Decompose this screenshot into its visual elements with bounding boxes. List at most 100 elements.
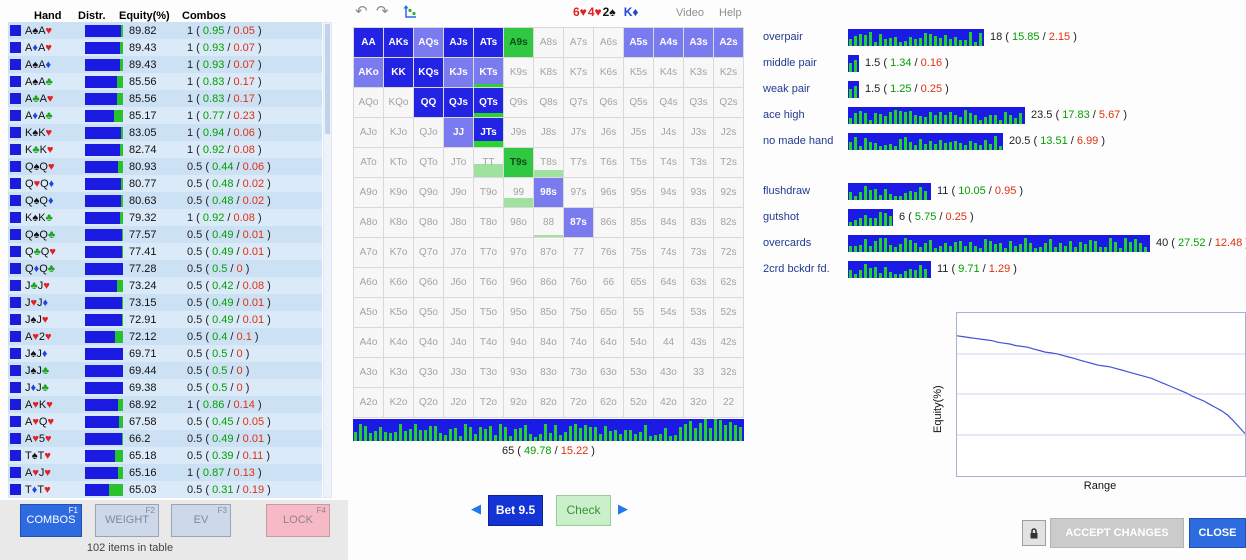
matrix-cell-T8o[interactable]: T8o — [474, 208, 503, 237]
matrix-cell-K2s[interactable]: K2s — [714, 58, 743, 87]
matrix-cell-54s[interactable]: 54s — [654, 298, 683, 327]
matrix-cell-AQo[interactable]: AQo — [354, 88, 383, 117]
matrix-cell-T9s[interactable]: T9s — [504, 148, 533, 177]
matrix-cell-ATs[interactable]: ATs — [474, 28, 503, 57]
close-button[interactable]: CLOSE — [1189, 518, 1246, 548]
matrix-cell-K4o[interactable]: K4o — [384, 328, 413, 357]
table-row[interactable]: K♠K♥ 83.05 1 ( 0.94 / 0.06 ) — [8, 124, 322, 141]
matrix-cell-J5o[interactable]: J5o — [444, 298, 473, 327]
matrix-cell-72o[interactable]: 72o — [564, 388, 593, 417]
matrix-cell-83o[interactable]: 83o — [534, 358, 563, 387]
table-row[interactable]: J♠J♣ 69.44 0.5 ( 0.5 / 0 ) — [8, 362, 322, 379]
matrix-cell-AJo[interactable]: AJo — [354, 118, 383, 147]
matrix-cell-T2o[interactable]: T2o — [474, 388, 503, 417]
matrix-cell-KQo[interactable]: KQo — [384, 88, 413, 117]
check-button[interactable]: Check — [556, 495, 611, 526]
ev-button[interactable]: EV F3 — [171, 504, 231, 537]
matrix-cell-Q9o[interactable]: Q9o — [414, 178, 443, 207]
matrix-cell-62o[interactable]: 62o — [594, 388, 623, 417]
matrix-cell-52s[interactable]: 52s — [714, 298, 743, 327]
board-card[interactable]: 4♥ — [587, 5, 602, 19]
matrix-cell-A7o[interactable]: A7o — [354, 238, 383, 267]
matrix-cell-J2o[interactable]: J2o — [444, 388, 473, 417]
matrix-cell-T9o[interactable]: T9o — [474, 178, 503, 207]
matrix-cell-A7s[interactable]: A7s — [564, 28, 593, 57]
matrix-cell-64o[interactable]: 64o — [594, 328, 623, 357]
matrix-cell-76o[interactable]: 76o — [564, 268, 593, 297]
matrix-cell-Q6s[interactable]: Q6s — [594, 88, 623, 117]
table-row[interactable]: A♥2♥ 72.12 0.5 ( 0.4 / 0.1 ) — [8, 328, 322, 345]
matrix-cell-KK[interactable]: KK — [384, 58, 413, 87]
matrix-cell-93s[interactable]: 93s — [684, 178, 713, 207]
matrix-cell-65s[interactable]: 65s — [624, 268, 653, 297]
matrix-cell-QTs[interactable]: QTs — [474, 88, 503, 117]
table-row[interactable]: K♠K♣ 79.32 1 ( 0.92 / 0.08 ) — [8, 209, 322, 226]
table-row[interactable]: Q♠Q♥ 80.93 0.5 ( 0.44 / 0.06 ) — [8, 158, 322, 175]
table-row[interactable]: Q♣Q♥ 77.41 0.5 ( 0.49 / 0.01 ) — [8, 243, 322, 260]
matrix-cell-K8o[interactable]: K8o — [384, 208, 413, 237]
matrix-cell-T4o[interactable]: T4o — [474, 328, 503, 357]
matrix-cell-53o[interactable]: 53o — [624, 358, 653, 387]
matrix-cell-J9o[interactable]: J9o — [444, 178, 473, 207]
matrix-cell-86o[interactable]: 86o — [534, 268, 563, 297]
scrollbar-thumb[interactable] — [325, 24, 330, 134]
table-row[interactable]: J♣J♥ 73.24 0.5 ( 0.42 / 0.08 ) — [8, 277, 322, 294]
matrix-cell-K8s[interactable]: K8s — [534, 58, 563, 87]
matrix-cell-QJo[interactable]: QJo — [414, 118, 443, 147]
matrix-cell-75s[interactable]: 75s — [624, 238, 653, 267]
matrix-cell-K5s[interactable]: K5s — [624, 58, 653, 87]
matrix-cell-T3s[interactable]: T3s — [684, 148, 713, 177]
matrix-cell-AKo[interactable]: AKo — [354, 58, 383, 87]
table-row[interactable]: A♣A♥ 85.56 1 ( 0.83 / 0.17 ) — [8, 90, 322, 107]
matrix-cell-AA[interactable]: AA — [354, 28, 383, 57]
table-row[interactable]: A♦A♣ 85.17 1 ( 0.77 / 0.23 ) — [8, 107, 322, 124]
matrix-cell-55[interactable]: 55 — [624, 298, 653, 327]
matrix-cell-33[interactable]: 33 — [684, 358, 713, 387]
table-row[interactable]: A♥5♥ 66.2 0.5 ( 0.49 / 0.01 ) — [8, 430, 322, 447]
matrix-cell-93o[interactable]: 93o — [504, 358, 533, 387]
matrix-cell-K7s[interactable]: K7s — [564, 58, 593, 87]
matrix-cell-A5s[interactable]: A5s — [624, 28, 653, 57]
table-scrollbar[interactable] — [323, 22, 332, 498]
table-row[interactable]: T♠T♥ 65.18 0.5 ( 0.39 / 0.11 ) — [8, 447, 322, 464]
matrix-cell-95o[interactable]: 95o — [504, 298, 533, 327]
matrix-cell-64s[interactable]: 64s — [654, 268, 683, 297]
matrix-cell-J2s[interactable]: J2s — [714, 118, 743, 147]
matrix-cell-42s[interactable]: 42s — [714, 328, 743, 357]
matrix-cell-JTo[interactable]: JTo — [444, 148, 473, 177]
lock-button[interactable]: LOCK F4 — [266, 504, 330, 537]
matrix-cell-K9s[interactable]: K9s — [504, 58, 533, 87]
table-row[interactable]: A♥Q♥ 67.58 0.5 ( 0.45 / 0.05 ) — [8, 413, 322, 430]
matrix-cell-73s[interactable]: 73s — [684, 238, 713, 267]
matrix-cell-74s[interactable]: 74s — [654, 238, 683, 267]
matrix-cell-72s[interactable]: 72s — [714, 238, 743, 267]
matrix-cell-86s[interactable]: 86s — [594, 208, 623, 237]
matrix-cell-T7s[interactable]: T7s — [564, 148, 593, 177]
matrix-cell-A8o[interactable]: A8o — [354, 208, 383, 237]
matrix-cell-97o[interactable]: 97o — [504, 238, 533, 267]
matrix-cell-Q6o[interactable]: Q6o — [414, 268, 443, 297]
matrix-cell-84s[interactable]: 84s — [654, 208, 683, 237]
matrix-cell-96o[interactable]: 96o — [504, 268, 533, 297]
matrix-cell-J9s[interactable]: J9s — [504, 118, 533, 147]
matrix-cell-J3s[interactable]: J3s — [684, 118, 713, 147]
matrix-cell-76s[interactable]: 76s — [594, 238, 623, 267]
matrix-cell-A6o[interactable]: A6o — [354, 268, 383, 297]
matrix-cell-T2s[interactable]: T2s — [714, 148, 743, 177]
matrix-cell-J3o[interactable]: J3o — [444, 358, 473, 387]
matrix-cell-96s[interactable]: 96s — [594, 178, 623, 207]
matrix-cell-K6s[interactable]: K6s — [594, 58, 623, 87]
matrix-cell-Q2o[interactable]: Q2o — [414, 388, 443, 417]
matrix-cell-92o[interactable]: 92o — [504, 388, 533, 417]
matrix-cell-AQs[interactable]: AQs — [414, 28, 443, 57]
table-row[interactable]: A♥J♥ 65.16 1 ( 0.87 / 0.13 ) — [8, 464, 322, 481]
matrix-cell-Q4s[interactable]: Q4s — [654, 88, 683, 117]
table-row[interactable]: Q♥Q♦ 80.77 0.5 ( 0.48 / 0.02 ) — [8, 175, 322, 192]
table-row[interactable]: Q♦Q♣ 77.28 0.5 ( 0.5 / 0 ) — [8, 260, 322, 277]
matrix-cell-52o[interactable]: 52o — [624, 388, 653, 417]
matrix-cell-66[interactable]: 66 — [594, 268, 623, 297]
matrix-cell-43s[interactable]: 43s — [684, 328, 713, 357]
matrix-cell-84o[interactable]: 84o — [534, 328, 563, 357]
weight-button[interactable]: WEIGHT F2 — [95, 504, 159, 537]
matrix-cell-T5o[interactable]: T5o — [474, 298, 503, 327]
